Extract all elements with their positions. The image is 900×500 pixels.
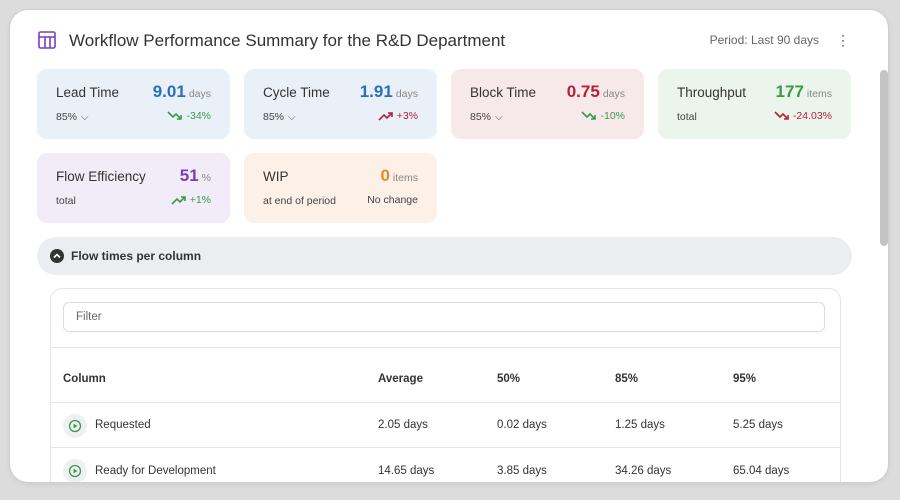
trend-down-icon xyxy=(167,111,183,121)
card-subtitle: total xyxy=(56,195,76,207)
percentile-select[interactable]: 85% ⌵ xyxy=(470,111,503,123)
card-value: 177 xyxy=(775,82,804,101)
flow-times-table: Column Average 50% 85% 95% Requested 2.0… xyxy=(50,288,841,482)
filter-input[interactable] xyxy=(63,302,825,332)
percentile-value: 85% xyxy=(263,111,285,123)
vertical-scrollbar[interactable] xyxy=(880,70,888,246)
percentile-select[interactable]: 85% ⌵ xyxy=(56,111,89,123)
chevron-down-icon: ⌵ xyxy=(495,112,503,123)
trend-up-icon xyxy=(171,196,186,205)
more-menu-icon[interactable]: ⋮ xyxy=(836,32,850,48)
percentile-value: 85% xyxy=(470,111,492,123)
percentile-select[interactable]: 85% ⌵ xyxy=(263,111,296,123)
chevron-up-icon[interactable] xyxy=(50,249,64,263)
trend: +1% xyxy=(171,194,211,206)
table-cell-p85: 34.26 days xyxy=(615,465,672,477)
percentile-value: 85% xyxy=(56,111,78,123)
trend-down-icon xyxy=(581,111,597,121)
card-label: WIP xyxy=(263,169,289,184)
throughput-card: Throughput 177 items total -24.03% xyxy=(658,69,851,139)
card-subtitle: at end of period xyxy=(263,195,336,207)
trend: -24.03% xyxy=(774,110,832,122)
table-row-name: Requested xyxy=(95,419,151,431)
card-subtitle: total xyxy=(677,111,697,123)
table-cell-p95: 5.25 days xyxy=(733,419,783,431)
card-unit: days xyxy=(395,88,418,100)
header: Workflow Performance Summary for the R&D… xyxy=(38,30,868,52)
block-time-card: Block Time 0.75 days 85% ⌵ -10% xyxy=(451,69,644,139)
divider xyxy=(51,402,840,403)
trend-value: +3% xyxy=(396,110,418,122)
table-cell-average: 14.65 days xyxy=(378,465,435,477)
trend-value: No change xyxy=(367,194,418,206)
chevron-down-icon: ⌵ xyxy=(288,112,296,123)
card-value: 0.75 xyxy=(566,82,600,101)
card-value: 9.01 xyxy=(152,82,186,101)
card-unit: days xyxy=(602,88,625,100)
trend-value: -10% xyxy=(600,110,625,122)
cycle-time-card: Cycle Time 1.91 days 85% ⌵ +3% xyxy=(244,69,437,139)
card-label: Throughput xyxy=(677,85,747,100)
trend: -10% xyxy=(581,110,625,122)
card-unit: % xyxy=(201,172,211,184)
period-label: Period: Last 90 days xyxy=(709,33,819,47)
card-label: Cycle Time xyxy=(263,85,330,100)
card-value: 51 xyxy=(179,166,199,185)
table-cell-average: 2.05 days xyxy=(378,419,428,431)
table-cell-p50: 0.02 days xyxy=(497,419,547,431)
play-icon[interactable] xyxy=(63,459,87,482)
card-label: Block Time xyxy=(470,85,537,100)
trend-up-icon xyxy=(378,112,393,121)
table-cell-p50: 3.85 days xyxy=(497,465,547,477)
column-header-average[interactable]: Average xyxy=(378,373,423,385)
table-row-name: Ready for Development xyxy=(95,465,216,477)
table-icon xyxy=(38,31,56,49)
divider xyxy=(51,447,840,448)
section-label: Flow times per column xyxy=(71,249,202,263)
wip-card: WIP 0 items at end of period No change xyxy=(244,153,437,223)
card-label: Lead Time xyxy=(56,85,120,100)
card-unit: days xyxy=(188,88,211,100)
trend-down-icon xyxy=(774,111,789,121)
card-value: 1.91 xyxy=(359,82,393,101)
card-value: 0 xyxy=(380,166,390,185)
column-header-p50[interactable]: 50% xyxy=(497,373,521,385)
table-cell-p95: 65.04 days xyxy=(733,465,790,477)
lead-time-card: Lead Time 9.01 days 85% ⌵ -34% xyxy=(37,69,230,139)
trend-value: -24.03% xyxy=(792,110,832,122)
trend: +3% xyxy=(378,110,418,122)
column-header-p85[interactable]: 85% xyxy=(615,373,639,385)
play-icon[interactable] xyxy=(63,414,87,438)
table-cell-p85: 1.25 days xyxy=(615,419,665,431)
page-title: Workflow Performance Summary for the R&D… xyxy=(69,31,506,50)
flow-times-section-header[interactable]: Flow times per column xyxy=(37,237,852,275)
divider xyxy=(51,347,840,348)
column-header-column[interactable]: Column xyxy=(63,373,106,385)
card-label: Flow Efficiency xyxy=(56,169,146,184)
chevron-down-icon: ⌵ xyxy=(81,112,89,123)
card-unit: items xyxy=(806,88,832,100)
trend-value: -34% xyxy=(186,110,211,122)
dashboard-window: Workflow Performance Summary for the R&D… xyxy=(10,10,888,482)
card-unit: items xyxy=(392,172,418,184)
column-header-p95[interactable]: 95% xyxy=(733,373,757,385)
trend: -34% xyxy=(167,110,211,122)
flow-efficiency-card: Flow Efficiency 51% total +1% xyxy=(37,153,230,223)
trend-value: +1% xyxy=(189,194,211,206)
